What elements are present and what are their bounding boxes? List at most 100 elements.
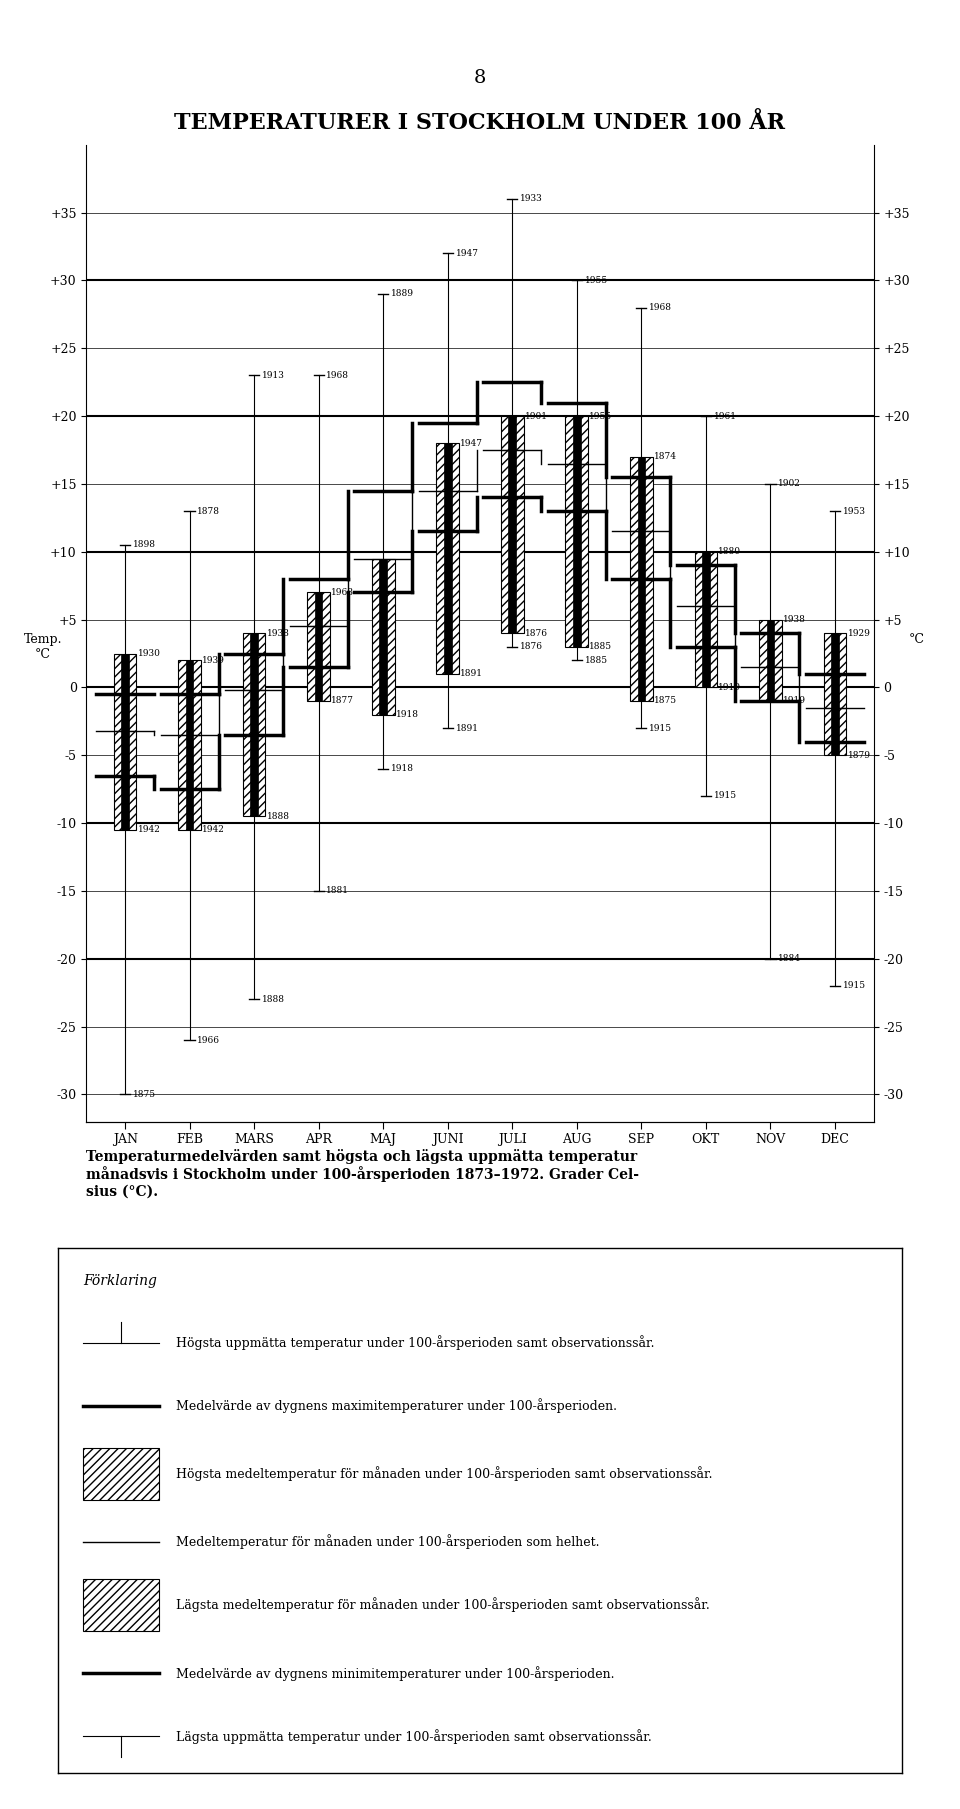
Text: 1915: 1915 [713, 792, 736, 800]
Bar [694, 606, 717, 687]
Text: 1938: 1938 [783, 615, 805, 624]
Text: Lägsta medeltemperatur för månaden under 100-årsperioden samt observationssår.: Lägsta medeltemperatur för månaden under… [176, 1597, 709, 1612]
Text: 1929: 1929 [848, 630, 871, 637]
Bar [121, 731, 129, 830]
Bar [767, 668, 774, 702]
Text: 1918: 1918 [391, 765, 414, 772]
Y-axis label: °C: °C [909, 633, 924, 646]
Bar [824, 633, 846, 707]
Bar [694, 552, 717, 606]
Bar [759, 620, 781, 668]
Bar [831, 707, 839, 756]
Text: Temperaturmedelvärden samt högsta och lägsta uppmätta temperatur
månadsvis i Sto: Temperaturmedelvärden samt högsta och lä… [86, 1149, 639, 1198]
Bar [509, 416, 516, 450]
Text: Medelvärde av dygnens maximitemperaturer under 100-årsperioden.: Medelvärde av dygnens maximitemperaturer… [176, 1398, 617, 1413]
Text: 1881: 1881 [326, 886, 349, 895]
Bar [251, 691, 258, 816]
Text: 1888: 1888 [262, 995, 285, 1004]
Text: 1938: 1938 [267, 630, 290, 637]
Bar [702, 552, 709, 606]
Bar [759, 668, 781, 702]
Text: 1879: 1879 [848, 751, 871, 760]
Bar [179, 734, 201, 830]
Text: 1891: 1891 [460, 669, 483, 678]
Text: 1913: 1913 [262, 371, 285, 380]
Text: 1875: 1875 [654, 696, 677, 706]
Bar [501, 416, 523, 450]
Bar [114, 653, 136, 731]
Text: 1955: 1955 [589, 412, 612, 420]
Text: 1884: 1884 [779, 955, 801, 962]
Y-axis label: Temp.
°C: Temp. °C [24, 633, 62, 660]
Bar [437, 443, 459, 490]
Bar [565, 463, 588, 648]
Text: Medeltemperatur för månaden under 100-årsperioden som helhet.: Medeltemperatur för månaden under 100-år… [176, 1534, 599, 1550]
Bar [251, 633, 258, 691]
Bar [630, 532, 653, 702]
Text: 1947: 1947 [455, 250, 478, 257]
Bar [501, 450, 523, 633]
Text: 1915: 1915 [649, 724, 672, 733]
Bar [767, 620, 774, 668]
Text: 1968: 1968 [326, 371, 349, 380]
Text: 1968: 1968 [331, 588, 354, 597]
Bar [379, 559, 387, 715]
Bar [630, 458, 653, 532]
Bar [437, 490, 459, 675]
Text: 1902: 1902 [779, 479, 801, 488]
Text: 1953: 1953 [843, 507, 866, 516]
Text: 1880: 1880 [718, 548, 741, 555]
Text: 1888: 1888 [267, 812, 290, 821]
Text: 1878: 1878 [198, 507, 221, 516]
Text: 1891: 1891 [455, 724, 478, 733]
Bar [114, 731, 136, 830]
Bar [83, 1447, 159, 1500]
Bar [186, 734, 193, 830]
Bar [824, 707, 846, 756]
Text: Lägsta uppmätta temperatur under 100-årsperioden samt observationssår.: Lägsta uppmätta temperatur under 100-års… [176, 1729, 652, 1744]
Bar [637, 458, 645, 532]
Bar [243, 691, 266, 816]
Bar [307, 626, 330, 702]
Bar [573, 416, 581, 463]
Bar [307, 593, 330, 626]
Text: 1875: 1875 [132, 1091, 156, 1098]
Text: 1942: 1942 [137, 825, 160, 834]
Text: 1961: 1961 [713, 412, 736, 420]
Text: 1885: 1885 [589, 642, 612, 651]
Bar [573, 463, 581, 648]
Bar [702, 606, 709, 687]
Text: 1966: 1966 [198, 1037, 221, 1044]
Text: TEMPERATURER I STOCKHOLM UNDER 100 ÅR: TEMPERATURER I STOCKHOLM UNDER 100 ÅR [175, 112, 785, 134]
Bar [121, 653, 129, 731]
Text: 1942: 1942 [203, 825, 225, 834]
Bar [637, 532, 645, 702]
Bar [243, 633, 266, 691]
Bar [179, 660, 201, 734]
Text: 1901: 1901 [525, 412, 548, 420]
Bar [509, 450, 516, 633]
Bar [565, 416, 588, 463]
Bar [831, 633, 839, 707]
Text: 8: 8 [474, 69, 486, 87]
Bar [186, 660, 193, 734]
Bar [444, 490, 451, 675]
Text: Högsta uppmätta temperatur under 100-årsperioden samt observationssår.: Högsta uppmätta temperatur under 100-års… [176, 1335, 655, 1350]
Text: 1876: 1876 [520, 642, 543, 651]
Text: 1955: 1955 [585, 277, 608, 284]
Text: 1874: 1874 [654, 452, 677, 461]
Text: 1919: 1919 [783, 696, 806, 706]
Text: 1877: 1877 [331, 696, 354, 706]
Text: 1918: 1918 [396, 711, 419, 718]
Text: 1885: 1885 [585, 657, 608, 664]
Text: Medelvärde av dygnens minimitemperaturer under 100-årsperioden.: Medelvärde av dygnens minimitemperaturer… [176, 1666, 614, 1681]
Bar [315, 593, 323, 626]
Text: 1968: 1968 [649, 304, 672, 311]
Text: 1919: 1919 [718, 684, 741, 691]
Text: 1933: 1933 [520, 195, 542, 203]
Text: 1947: 1947 [460, 440, 483, 447]
Text: 1876: 1876 [525, 630, 548, 637]
Text: 1889: 1889 [391, 289, 414, 298]
Bar [444, 443, 451, 490]
Bar [372, 559, 395, 715]
